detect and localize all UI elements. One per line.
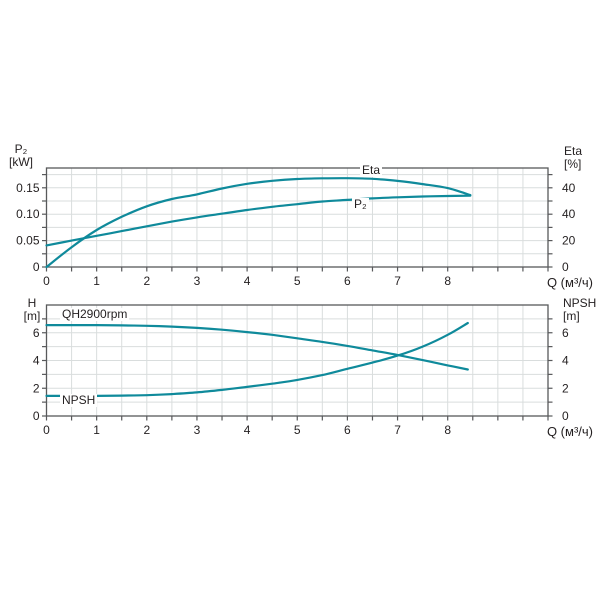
chart-1: 0 1 2 3 4 5 6 7 8 0.15 0.10 0.05 0 40 40 20 0 xyxy=(16,167,576,288)
x-tick-label: 7 xyxy=(394,423,401,437)
x-tick-label: 5 xyxy=(294,423,301,437)
y-right-tick-label: 2 xyxy=(562,381,569,395)
y-left-tick-label: 0.15 xyxy=(16,181,40,195)
chart2-x-axis-label: Q (м³/ч) xyxy=(546,424,593,439)
x-tick-label: 2 xyxy=(143,274,150,288)
chart1-left-axis-title: P₂ [kW] xyxy=(5,143,37,169)
x-tick-label: 0 xyxy=(43,274,50,288)
grid xyxy=(46,305,548,416)
y-right-tick-label: 40 xyxy=(562,181,576,195)
x-tick-label: 7 xyxy=(394,274,401,288)
npsh-axis-symbol: NPSH xyxy=(563,296,597,310)
x-tick-label: 4 xyxy=(244,274,251,288)
x-tick-label: 8 xyxy=(444,274,451,288)
y-left-tick-label: 0.05 xyxy=(16,234,40,248)
x-tick-label: 6 xyxy=(344,274,351,288)
chart-2: 0 1 2 3 4 5 6 7 8 6 4 2 0 6 4 2 0 xyxy=(33,304,569,437)
h-axis-symbol: H xyxy=(27,296,37,310)
y-right-tick-label: 6 xyxy=(562,326,569,340)
y-left-tick-label: 6 xyxy=(33,326,40,340)
npsh-axis-unit: [m] xyxy=(563,309,580,323)
chart1-right-axis-title: Eta [%] xyxy=(564,145,582,171)
y-right-tick-label: 0 xyxy=(562,260,569,274)
chart2-left-axis-title: H [m] xyxy=(22,297,42,323)
eta-axis-unit: [%] xyxy=(564,157,582,171)
x-tick-label: 6 xyxy=(344,423,351,437)
eta-curve-label: Eta xyxy=(360,163,383,177)
y-left-tick-label: 2 xyxy=(33,381,40,395)
curve-p2 xyxy=(45,194,472,247)
x-tick-label: 3 xyxy=(194,274,201,288)
y-left-tick-label: 0.10 xyxy=(16,207,40,221)
eta-axis-symbol: Eta xyxy=(564,144,583,158)
curve-eta xyxy=(45,177,472,269)
p2-axis-unit: [kW] xyxy=(9,155,33,169)
axis-ticks xyxy=(42,174,553,272)
x-tick-label: 4 xyxy=(244,423,251,437)
y-left-tick-label: 0 xyxy=(33,260,40,274)
x-tick-label: 5 xyxy=(294,274,301,288)
y-right-tick-label: 40 xyxy=(562,207,576,221)
y-left-tick-label: 0 xyxy=(33,409,40,423)
y-right-tick-label: 0 xyxy=(562,409,569,423)
x-tick-label: 8 xyxy=(444,423,451,437)
x-tick-label: 0 xyxy=(43,423,50,437)
grid xyxy=(46,168,548,267)
chart1-x-axis-label: Q (м³/ч) xyxy=(546,275,593,290)
curve-npsh xyxy=(45,321,469,397)
h-axis-unit: [m] xyxy=(23,309,41,323)
axis-ticks xyxy=(42,318,553,421)
x-tick-label: 3 xyxy=(194,423,201,437)
x-tick-label: 2 xyxy=(143,423,150,437)
x-tick-label: 1 xyxy=(93,423,100,437)
npsh-curve-label: NPSH xyxy=(60,393,98,407)
curve-qh2900rpm xyxy=(45,324,469,371)
p2-axis-symbol: P₂ xyxy=(14,142,28,156)
qh-curve-label: QH2900rpm xyxy=(60,307,130,321)
p2-curve-label: P₂ xyxy=(352,197,369,211)
y-right-tick-label: 4 xyxy=(562,354,569,368)
y-left-tick-label: 4 xyxy=(33,354,40,368)
y-right-tick-label: 20 xyxy=(562,234,576,248)
x-tick-label: 1 xyxy=(93,274,100,288)
chart2-right-axis-title: NPSH [m] xyxy=(563,297,596,323)
